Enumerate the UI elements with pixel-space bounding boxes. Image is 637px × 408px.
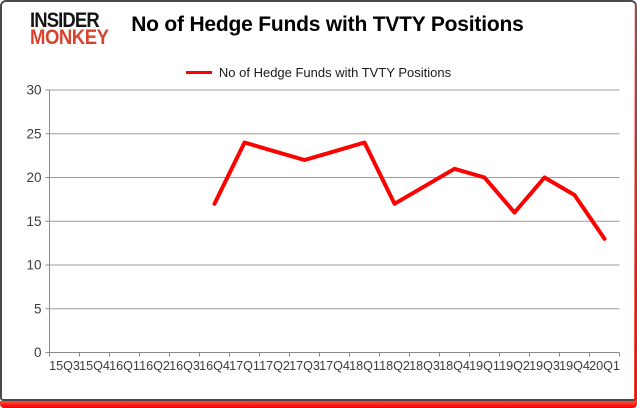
x-axis-label: 15Q4 xyxy=(79,359,110,373)
x-axis-label: 17Q1 xyxy=(229,359,260,373)
red-bottom-bar xyxy=(0,401,637,408)
x-axis-label: 16Q2 xyxy=(139,359,170,373)
x-axis-label: 17Q3 xyxy=(289,359,320,373)
logo-line-insider: INSIDER xyxy=(30,9,100,32)
series-line xyxy=(212,140,607,241)
y-axis-label: 25 xyxy=(26,126,41,141)
x-axis-label: 19Q4 xyxy=(559,359,590,373)
red-right-edge xyxy=(634,3,637,402)
y-axis-label: 20 xyxy=(26,170,41,185)
x-axis-label: 15Q3 xyxy=(49,359,80,373)
y-axis-label: 30 xyxy=(26,83,41,98)
x-axis-label: 18Q1 xyxy=(349,359,380,373)
x-axis-label: 20Q1 xyxy=(589,359,620,373)
x-axis-label: 19Q1 xyxy=(469,359,500,373)
x-axis-label: 19Q2 xyxy=(499,359,530,373)
legend-label: No of Hedge Funds with TVTY Positions xyxy=(218,64,452,80)
y-axis-label: 10 xyxy=(26,258,41,273)
logo-line-monkey: MONKEY xyxy=(30,26,109,49)
chart-header: INSIDER MONKEY No of Hedge Funds with TV… xyxy=(2,2,635,60)
x-axis-label: 17Q4 xyxy=(319,359,350,373)
y-axis-label: 0 xyxy=(34,345,42,360)
insider-monkey-logo: INSIDER MONKEY xyxy=(30,9,109,49)
x-axis-label: 18Q3 xyxy=(409,359,440,373)
legend-line-swatch xyxy=(185,70,212,74)
x-axis-label: 17Q2 xyxy=(259,359,290,373)
x-axis-label: 18Q4 xyxy=(439,359,470,373)
chart: 0 5 10 15 20 25 30 15Q3 15Q4 16Q1 16Q2 16Q3 16Q4 17Q1… xyxy=(26,83,620,373)
chart-legend: No of Hedge Funds with TVTY Positions xyxy=(2,64,635,80)
page-title: No of Hedge Funds with TVTY Positions xyxy=(131,13,524,36)
x-axis-label: 19Q3 xyxy=(529,359,560,373)
x-axis-label: 16Q3 xyxy=(169,359,200,373)
y-axis-label: 15 xyxy=(26,214,41,229)
x-axis-label: 16Q4 xyxy=(199,359,230,373)
y-axis-label: 5 xyxy=(34,301,42,316)
x-axis-label: 16Q1 xyxy=(109,359,140,373)
x-axis-label: 18Q2 xyxy=(379,359,410,373)
